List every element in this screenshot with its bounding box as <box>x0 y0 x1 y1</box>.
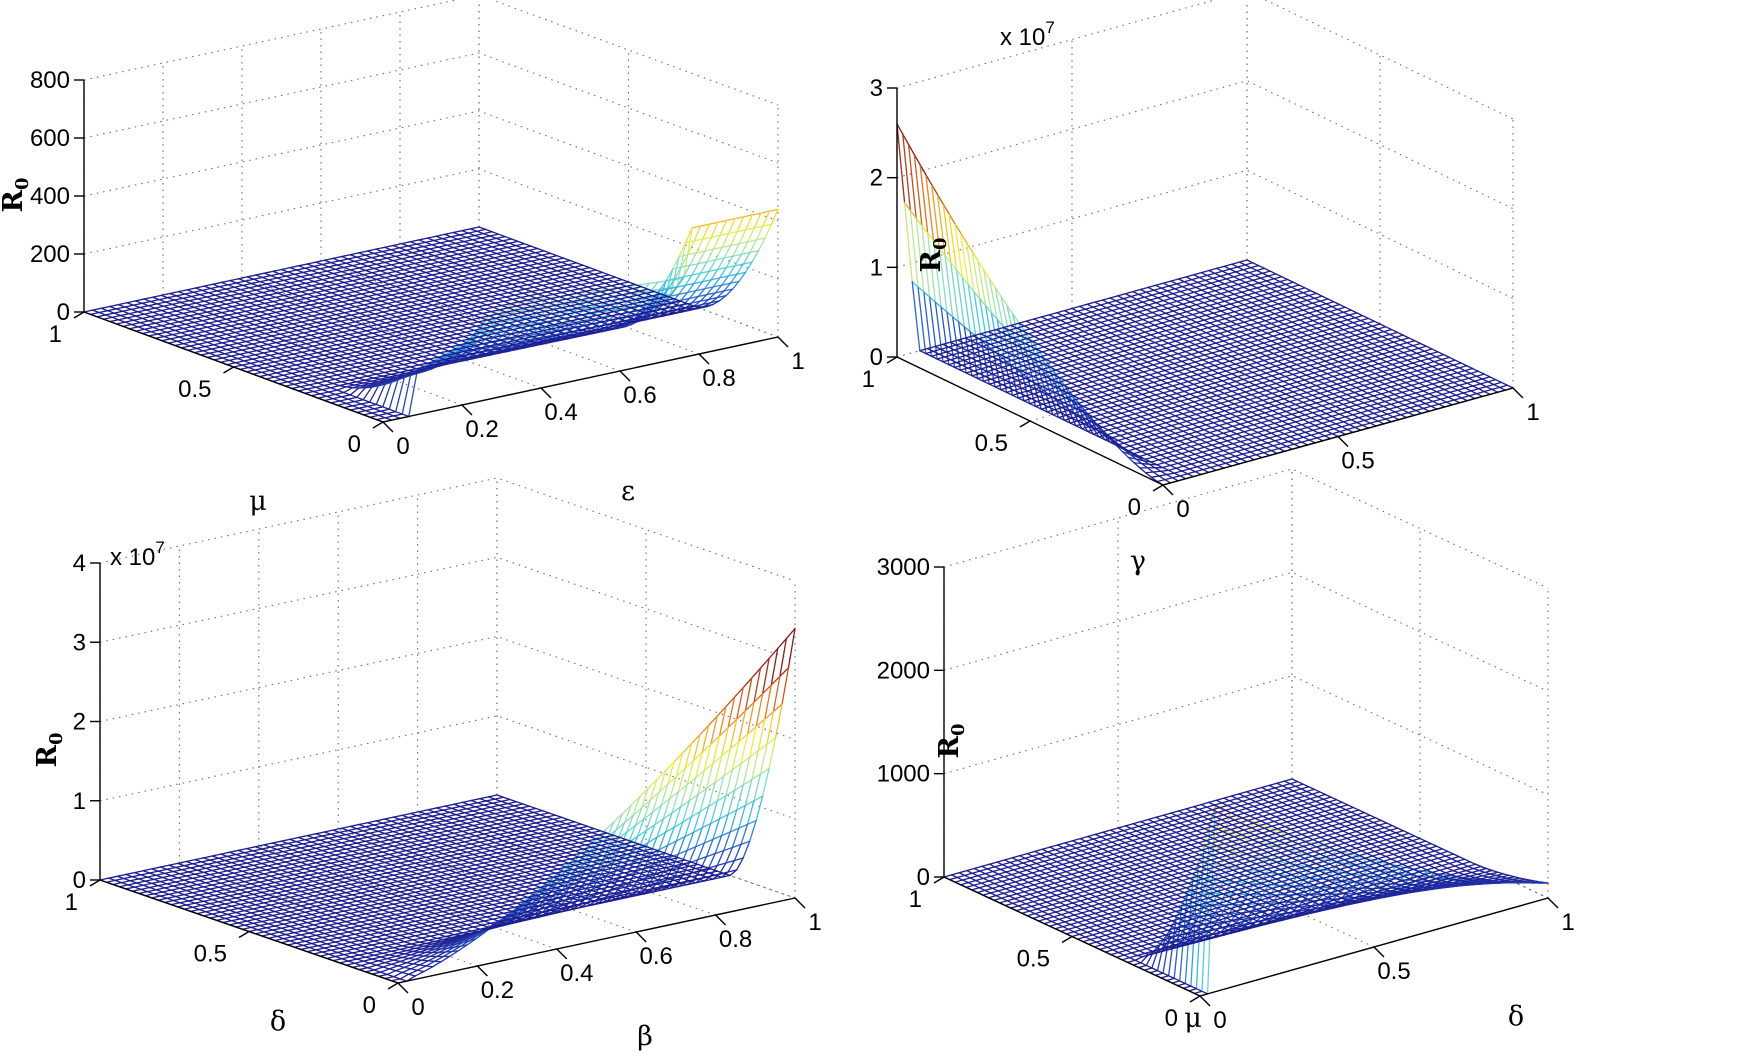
x-axis-label: β <box>637 1021 653 1052</box>
z-tick-label: 600 <box>30 125 70 152</box>
x-tick-label: 0 <box>1176 496 1189 523</box>
x-tick-label: 0.8 <box>702 365 735 392</box>
z-exponent-label: x 107 <box>110 538 165 571</box>
z-tick-label: 4 <box>73 550 86 577</box>
z-tick-label: 0 <box>870 344 883 371</box>
y-tick-label: 0 <box>348 431 361 458</box>
z-tick-label: 2 <box>870 165 883 192</box>
x-tick-label: 0.5 <box>1377 958 1410 985</box>
y-tick-label: 0 <box>1128 494 1141 521</box>
x-tick-label: 0.2 <box>465 416 498 443</box>
z-tick-label: 0 <box>57 299 70 326</box>
y-tick-label: 0 <box>363 992 376 1019</box>
z-axis-label: R0 <box>934 724 969 759</box>
y-tick-label: 0.5 <box>975 430 1008 457</box>
z-tick-label: 1 <box>870 254 883 281</box>
z-tick-label: 400 <box>30 183 70 210</box>
x-tick-label: 0.4 <box>560 960 593 987</box>
z-tick-label: 3 <box>73 629 86 656</box>
y-axis-label: γ <box>1130 546 1146 577</box>
y-tick-label: 0.5 <box>178 376 211 403</box>
y-tick-label: 1 <box>909 886 922 913</box>
x-tick-label: 0 <box>396 433 409 460</box>
z-tick-label: 1000 <box>877 761 930 788</box>
x-tick-label: 0.6 <box>623 382 656 409</box>
x-tick-label: 0 <box>411 994 424 1021</box>
z-tick-label: 1 <box>73 788 86 815</box>
x-axis-label: δ <box>1508 1001 1524 1032</box>
y-tick-label: 1 <box>49 321 62 348</box>
x-tick-label: 0.2 <box>481 977 514 1004</box>
x-tick-label: 0 <box>1213 1007 1226 1034</box>
x-tick-label: 0.4 <box>544 399 577 426</box>
z-exponent-label: x 107 <box>1000 18 1055 51</box>
z-tick-label: 800 <box>30 67 70 94</box>
z-axis-label: R0 <box>916 238 951 273</box>
x-tick-label: 0.5 <box>1341 448 1374 475</box>
surface-mesh <box>943 778 1549 997</box>
y-tick-label: 0.5 <box>1017 946 1050 973</box>
x-axis-label: ε <box>621 476 635 507</box>
surface-mesh <box>83 208 779 423</box>
x-tick-label: 1 <box>791 348 804 375</box>
z-axis-label: R0 <box>0 178 33 213</box>
z-axis-label: R0 <box>32 733 67 768</box>
z-tick-label: 200 <box>30 241 70 268</box>
x-tick-label: 1 <box>808 909 821 936</box>
y-axis-label: μ <box>1184 1003 1202 1034</box>
y-tick-label: 0 <box>1165 1005 1178 1032</box>
z-tick-label: 0 <box>917 864 930 891</box>
z-tick-label: 3 <box>870 75 883 102</box>
x-tick-label: 0.8 <box>719 926 752 953</box>
y-axis-label: μ <box>249 486 267 517</box>
x-tick-label: 1 <box>1561 909 1574 936</box>
z-tick-label: 0 <box>73 867 86 894</box>
y-tick-label: 0.5 <box>194 941 227 968</box>
y-axis-label: δ <box>270 1006 286 1037</box>
y-tick-label: 1 <box>65 889 78 916</box>
x-tick-label: 0.6 <box>640 943 673 970</box>
surface-mesh <box>99 627 796 984</box>
z-tick-label: 2000 <box>877 657 930 684</box>
x-tick-label: 1 <box>1526 399 1539 426</box>
z-tick-label: 3000 <box>877 554 930 581</box>
z-tick-label: 2 <box>73 709 86 736</box>
y-tick-label: 1 <box>862 366 875 393</box>
